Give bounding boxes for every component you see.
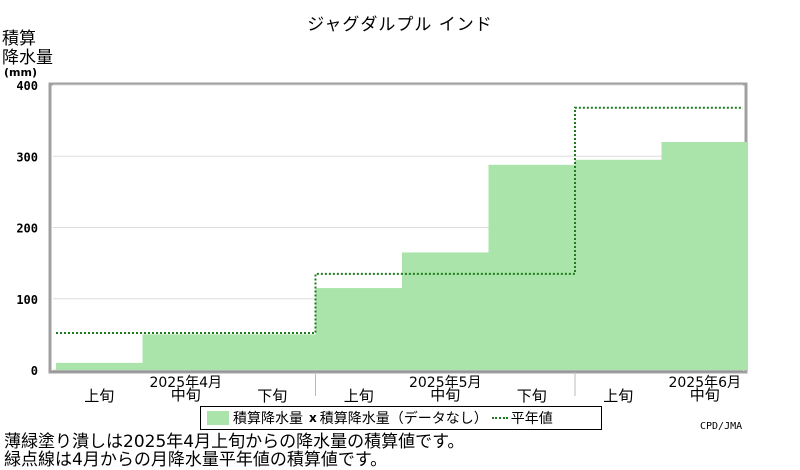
legend-observed-label: 積算降水量 bbox=[233, 411, 303, 427]
x-tick-label: 上旬 bbox=[603, 387, 633, 405]
note-line-2: 緑点線は4月からの月降水量平年値の積算値です。 bbox=[4, 450, 388, 470]
x-tick-label: 下旬 bbox=[517, 387, 547, 405]
month-label: 2025年4月 bbox=[149, 375, 222, 391]
observed-bar bbox=[488, 164, 575, 370]
observed-bar bbox=[575, 159, 662, 370]
legend: 積算降水量 x 積算降水量（データなし） 平年値 bbox=[200, 406, 602, 430]
x-tick-label: 下旬 bbox=[257, 387, 287, 405]
x-tick-label: 中旬 bbox=[690, 386, 720, 404]
chart-title: ジャグダルプル インド bbox=[307, 15, 493, 35]
legend-missing-marker: x bbox=[309, 411, 317, 425]
observed-bar bbox=[315, 288, 402, 370]
month-label: 2025年6月 bbox=[668, 375, 741, 391]
y-tick-label: 200 bbox=[16, 222, 38, 236]
x-tick-label: 上旬 bbox=[84, 387, 114, 405]
observed-bar bbox=[661, 142, 748, 370]
note-line-1: 薄緑塗り潰しは2025年4月上旬からの降水量の積算値です。 bbox=[4, 432, 465, 452]
y-axis-label: 積算 降水量 bbox=[2, 30, 53, 68]
x-tick-label: 上旬 bbox=[344, 387, 374, 405]
x-tick-label: 中旬 bbox=[430, 386, 460, 404]
observed-bar bbox=[402, 252, 489, 370]
observed-bar bbox=[229, 334, 316, 370]
y-tick-label: 300 bbox=[16, 150, 38, 164]
legend-normal-label: 平年値 bbox=[510, 411, 553, 427]
legend-normal-swatch bbox=[491, 417, 508, 419]
observed-bar bbox=[142, 334, 229, 370]
y-tick-label: 400 bbox=[16, 79, 38, 93]
legend-observed-swatch bbox=[207, 411, 229, 425]
y-tick-label: 0 bbox=[31, 364, 38, 378]
credit: CPD/JMA bbox=[700, 421, 743, 432]
x-tick-label: 中旬 bbox=[171, 386, 201, 404]
legend-missing-label: 積算降水量（データなし） bbox=[319, 411, 488, 427]
observed-bar bbox=[56, 362, 143, 370]
month-label: 2025年5月 bbox=[409, 375, 482, 391]
y-axis-label-line1: 積算 bbox=[2, 29, 36, 49]
y-tick-label: 100 bbox=[16, 293, 38, 307]
y-axis-unit: (mm) bbox=[4, 66, 37, 79]
y-axis-label-line2: 降水量 bbox=[2, 48, 53, 68]
normal-line bbox=[56, 106, 743, 334]
